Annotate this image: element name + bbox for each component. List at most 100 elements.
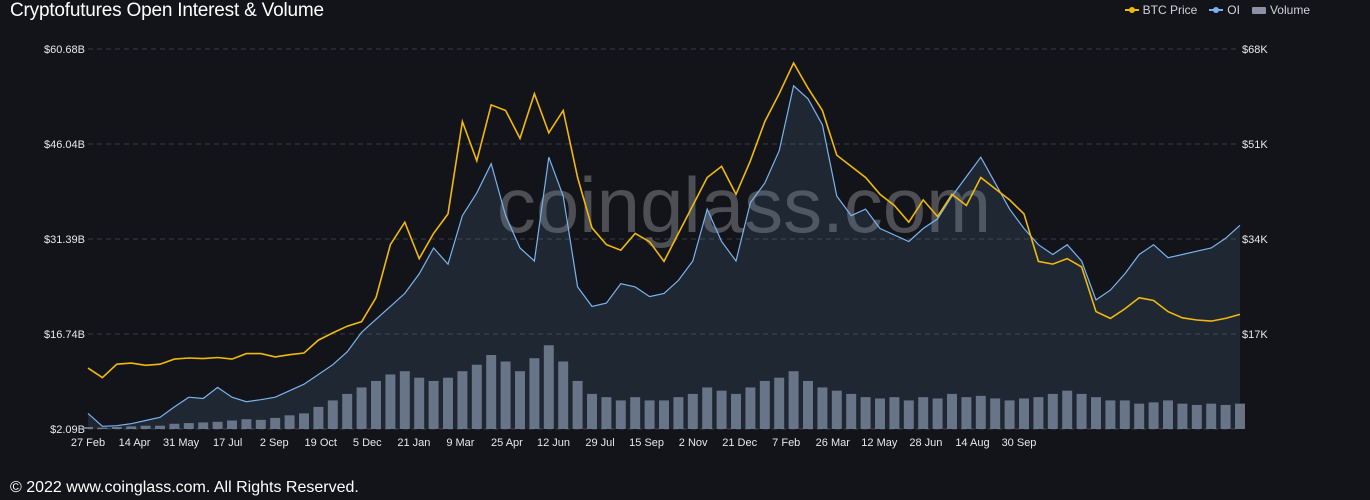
volume-bar bbox=[428, 380, 439, 429]
x-tick-label: 9 Mar bbox=[446, 437, 474, 449]
legend-item-volume[interactable]: Volume bbox=[1251, 3, 1310, 17]
volume-bar bbox=[759, 380, 770, 429]
legend-swatch-volume bbox=[1251, 6, 1266, 14]
y-left-tick-label: $2.09B bbox=[50, 424, 85, 436]
legend-item-btc-price[interactable]: BTC Price bbox=[1124, 3, 1198, 17]
volume-bar bbox=[644, 400, 655, 429]
volume-bar bbox=[515, 371, 525, 429]
x-tick-label: 27 Feb bbox=[71, 437, 105, 449]
x-tick-label: 12 May bbox=[861, 437, 898, 449]
volume-bar bbox=[140, 425, 151, 429]
y-left-tick-label: $60.68B bbox=[44, 44, 85, 56]
legend-label-oi: OI bbox=[1227, 3, 1240, 17]
copyright-footer: © 2022 www.coinglass.com. All Rights Res… bbox=[10, 479, 359, 496]
volume-bar bbox=[1062, 390, 1073, 429]
volume-bar bbox=[889, 397, 900, 429]
volume-bar bbox=[875, 398, 885, 429]
btc-price-line bbox=[87, 61, 1241, 379]
volume-bar bbox=[227, 420, 237, 429]
chart-plot: $2.09B $16.74B $31.39B $46.04B $60.68B $17K $3… bbox=[44, 44, 1268, 449]
volume-bar bbox=[414, 377, 425, 429]
volume-bar bbox=[1206, 403, 1217, 429]
volume-bar bbox=[1235, 403, 1245, 429]
volume-bar bbox=[572, 380, 583, 429]
x-tick-label: 2 Sep bbox=[260, 437, 289, 449]
volume-bar bbox=[558, 361, 569, 429]
volume-bar bbox=[903, 400, 914, 429]
x-tick-label: 26 Mar bbox=[816, 437, 851, 449]
volume-bar bbox=[1177, 403, 1188, 429]
y-left-tick-label: $31.39B bbox=[44, 234, 85, 246]
y-right-tick-label: $51K bbox=[1242, 139, 1268, 151]
volume-bar bbox=[284, 415, 295, 429]
x-tick-label: 21 Jan bbox=[397, 437, 430, 449]
volume-bar bbox=[1047, 393, 1058, 429]
volume-bar bbox=[687, 393, 698, 429]
volume-bar bbox=[846, 393, 857, 429]
volume-bar bbox=[947, 393, 957, 429]
y-right-tick-label: $68K bbox=[1242, 44, 1268, 56]
x-tick-label: 14 Aug bbox=[955, 437, 989, 449]
volume-bar bbox=[97, 427, 108, 429]
y-right-tick-label: $17K bbox=[1242, 329, 1268, 341]
volume-bar bbox=[1163, 400, 1173, 429]
volume-bar bbox=[299, 413, 309, 429]
x-tick-label: 5 Dec bbox=[353, 437, 382, 449]
x-tick-label: 14 Apr bbox=[119, 437, 151, 449]
volume-bar bbox=[270, 417, 281, 429]
volume-bar bbox=[500, 361, 511, 429]
legend-swatch-oi bbox=[1209, 7, 1224, 13]
x-tick-label: 2 Nov bbox=[679, 437, 708, 449]
volume-bar bbox=[860, 397, 871, 429]
volume-bar bbox=[356, 387, 367, 429]
volume-bar bbox=[529, 358, 540, 429]
oi-area bbox=[88, 85, 1240, 430]
legend-label-btc-price: BTC Price bbox=[1142, 3, 1198, 17]
volume-bar bbox=[327, 400, 338, 429]
volume-bar bbox=[918, 397, 929, 429]
volume-bar bbox=[385, 374, 396, 429]
volume-bar bbox=[731, 393, 741, 429]
volume-bar bbox=[1076, 393, 1087, 429]
volume-bar bbox=[1191, 404, 1202, 429]
y-right-tick-label: $34K bbox=[1242, 234, 1268, 246]
volume-bar bbox=[83, 426, 93, 429]
volume-bar bbox=[1119, 400, 1130, 429]
volume-bar bbox=[1148, 402, 1159, 429]
chart-title: Cryptofutures Open Interest & Volume bbox=[10, 0, 324, 21]
volume-bar bbox=[932, 398, 943, 429]
legend-item-oi[interactable]: OI bbox=[1209, 3, 1240, 17]
volume-bar bbox=[1134, 403, 1145, 429]
volume-bar bbox=[371, 380, 381, 429]
volume-bar bbox=[313, 406, 324, 429]
volume-bar bbox=[111, 426, 122, 429]
volume-bar bbox=[673, 397, 684, 429]
x-tick-label: 31 May bbox=[163, 437, 200, 449]
volume-bar bbox=[443, 377, 453, 429]
volume-bar bbox=[183, 423, 194, 429]
x-tick-label: 19 Oct bbox=[305, 437, 337, 449]
legend: BTC Price OI Volume bbox=[1124, 3, 1310, 17]
oi-line bbox=[87, 84, 1241, 427]
volume-bar bbox=[990, 398, 1001, 429]
x-tick-label: 29 Jul bbox=[585, 437, 614, 449]
volume-bar bbox=[543, 345, 554, 429]
volume-bar bbox=[975, 395, 986, 429]
volume-bar bbox=[615, 400, 626, 429]
volume-bar bbox=[126, 426, 137, 429]
volume-bar bbox=[745, 387, 756, 429]
legend-label-volume: Volume bbox=[1269, 3, 1310, 17]
volume-bar bbox=[155, 425, 165, 429]
volume-bar bbox=[212, 421, 223, 429]
volume-bar bbox=[659, 400, 669, 429]
volume-bar bbox=[342, 393, 353, 429]
volume-bar bbox=[774, 377, 785, 429]
volume-bar bbox=[457, 371, 468, 429]
volume-bar bbox=[817, 387, 828, 429]
x-tick-label: 17 Jul bbox=[213, 437, 242, 449]
volume-bar bbox=[803, 380, 813, 429]
volume-bar bbox=[399, 371, 410, 429]
x-tick-label: 28 Jun bbox=[909, 437, 942, 449]
volume-bar bbox=[601, 397, 612, 429]
volume-bar bbox=[1004, 400, 1015, 429]
